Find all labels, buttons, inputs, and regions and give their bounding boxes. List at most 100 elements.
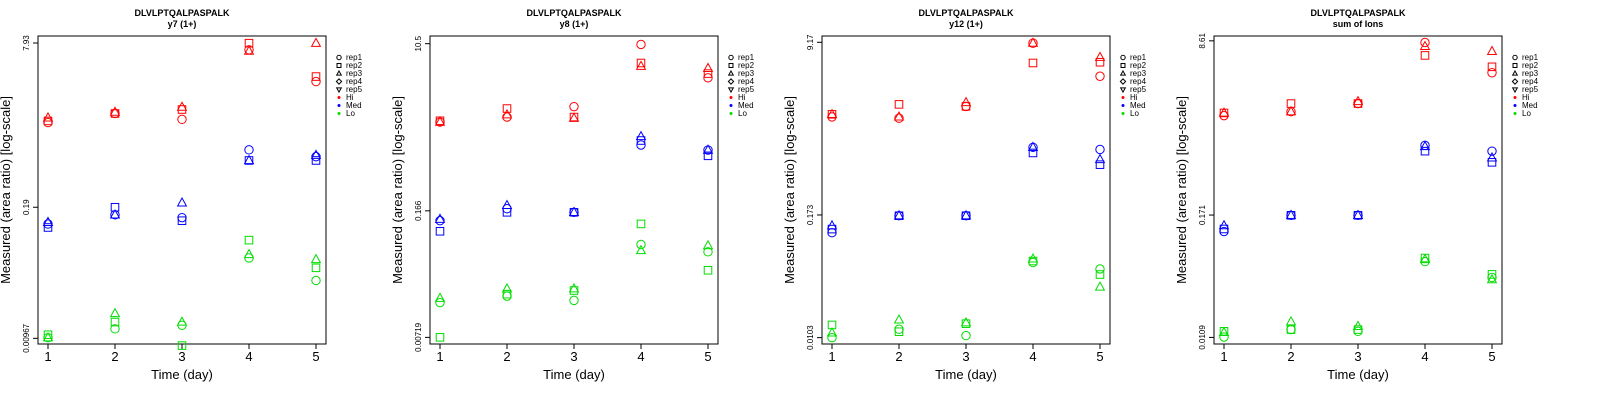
data-point xyxy=(176,101,188,111)
legend-label: Med xyxy=(738,101,754,110)
data-point xyxy=(893,111,905,121)
data-point xyxy=(1420,37,1430,48)
data-point xyxy=(1095,270,1105,279)
legend-label: rep2 xyxy=(1522,61,1539,70)
legend-label: Lo xyxy=(1130,109,1139,118)
y-axis-label: Measured (area ratio) [log-scale] xyxy=(1174,96,1189,284)
data-point xyxy=(1352,320,1364,330)
legend-symbol-rep2 xyxy=(1512,63,1518,68)
x-axis-label: Time (day) xyxy=(935,367,997,382)
data-point xyxy=(1353,98,1363,109)
data-point xyxy=(703,247,713,257)
data-point xyxy=(702,144,714,154)
data-point xyxy=(1487,146,1497,156)
legend-label: Lo xyxy=(738,109,747,118)
data-point xyxy=(502,104,512,113)
legend-symbol-rep1 xyxy=(336,54,342,61)
data-point xyxy=(43,117,53,128)
data-point xyxy=(893,209,905,220)
y-tick-label: 0.171 xyxy=(1198,204,1207,225)
data-point xyxy=(1286,211,1296,220)
data-point xyxy=(110,202,120,212)
legend-swatch-Med xyxy=(729,104,733,107)
data-point xyxy=(311,156,321,165)
legend-symbol-rep5 xyxy=(1511,87,1519,94)
legend-label: rep2 xyxy=(738,61,755,70)
data-point xyxy=(1095,144,1105,155)
legend-symbol-rep3 xyxy=(1511,69,1519,76)
legend-symbol-rep2 xyxy=(728,63,734,68)
data-point xyxy=(569,101,579,112)
chart-title: DLVLPTQALPASPALK xyxy=(1311,8,1406,18)
data-point xyxy=(1219,108,1229,118)
y-axis-label: Measured (area ratio) [log-scale] xyxy=(390,96,405,284)
data-point xyxy=(961,319,971,328)
data-point xyxy=(1285,315,1297,326)
data-point xyxy=(244,156,254,165)
data-point xyxy=(960,209,972,220)
y-axis-label: Measured (area ratio) [log-scale] xyxy=(0,96,13,284)
data-point xyxy=(311,76,321,87)
legend-symbol-rep4 xyxy=(335,78,343,85)
x-tick-label: 3 xyxy=(178,349,185,364)
x-tick-label: 5 xyxy=(1488,349,1495,364)
data-point xyxy=(177,212,187,223)
data-point xyxy=(568,282,580,293)
data-point xyxy=(826,219,838,230)
legend-symbol-rep3 xyxy=(335,69,343,76)
data-point xyxy=(1285,209,1297,219)
legend-symbol-rep2 xyxy=(336,63,342,68)
x-tick-label: 5 xyxy=(704,349,711,364)
data-point xyxy=(635,244,647,255)
data-point xyxy=(435,226,445,236)
x-tick-label: 4 xyxy=(1421,349,1428,364)
legend-swatch-Med xyxy=(1121,104,1125,107)
y-tick-label: 0.00719 xyxy=(414,322,423,351)
data-point xyxy=(43,223,53,232)
legend-label: rep3 xyxy=(346,69,363,78)
legend-swatch-Hi xyxy=(1121,96,1125,99)
data-point xyxy=(1219,332,1229,342)
legend-symbol-rep1 xyxy=(1512,54,1518,61)
data-point xyxy=(1487,270,1497,279)
plot-frame xyxy=(1213,35,1503,345)
x-tick-label: 5 xyxy=(1096,349,1103,364)
data-point xyxy=(636,136,646,145)
legend-swatch-Lo xyxy=(337,112,341,115)
legend-label: rep1 xyxy=(1522,53,1539,62)
data-point xyxy=(1028,58,1038,68)
legend-label: Hi xyxy=(1130,93,1138,102)
x-tick-label: 4 xyxy=(1029,349,1036,364)
legend-label: Med xyxy=(1130,101,1146,110)
data-point xyxy=(569,208,579,217)
data-point xyxy=(501,108,513,119)
data-point xyxy=(109,307,121,318)
data-point xyxy=(1094,51,1106,61)
legend-label: rep5 xyxy=(738,85,755,94)
x-axis-label: Time (day) xyxy=(1327,367,1389,382)
legend-label: rep3 xyxy=(738,69,755,78)
data-point xyxy=(702,239,714,250)
legend-label: rep3 xyxy=(1130,69,1147,78)
legend-symbol-rep3 xyxy=(1119,69,1127,76)
chart-title: DLVLPTQALPASPALK xyxy=(919,8,1014,18)
legend-symbol-rep4 xyxy=(727,78,735,85)
legend-symbol-rep3 xyxy=(727,69,735,76)
data-point xyxy=(960,96,972,107)
data-point xyxy=(1352,95,1364,106)
data-point xyxy=(894,211,904,221)
data-point xyxy=(568,112,580,122)
y-tick-label: 10.5 xyxy=(414,35,423,51)
legend-label: rep4 xyxy=(346,77,363,86)
data-point xyxy=(894,324,904,334)
x-tick-label: 5 xyxy=(312,349,319,364)
data-point xyxy=(177,341,187,350)
legend-symbol-rep4 xyxy=(1511,78,1519,85)
